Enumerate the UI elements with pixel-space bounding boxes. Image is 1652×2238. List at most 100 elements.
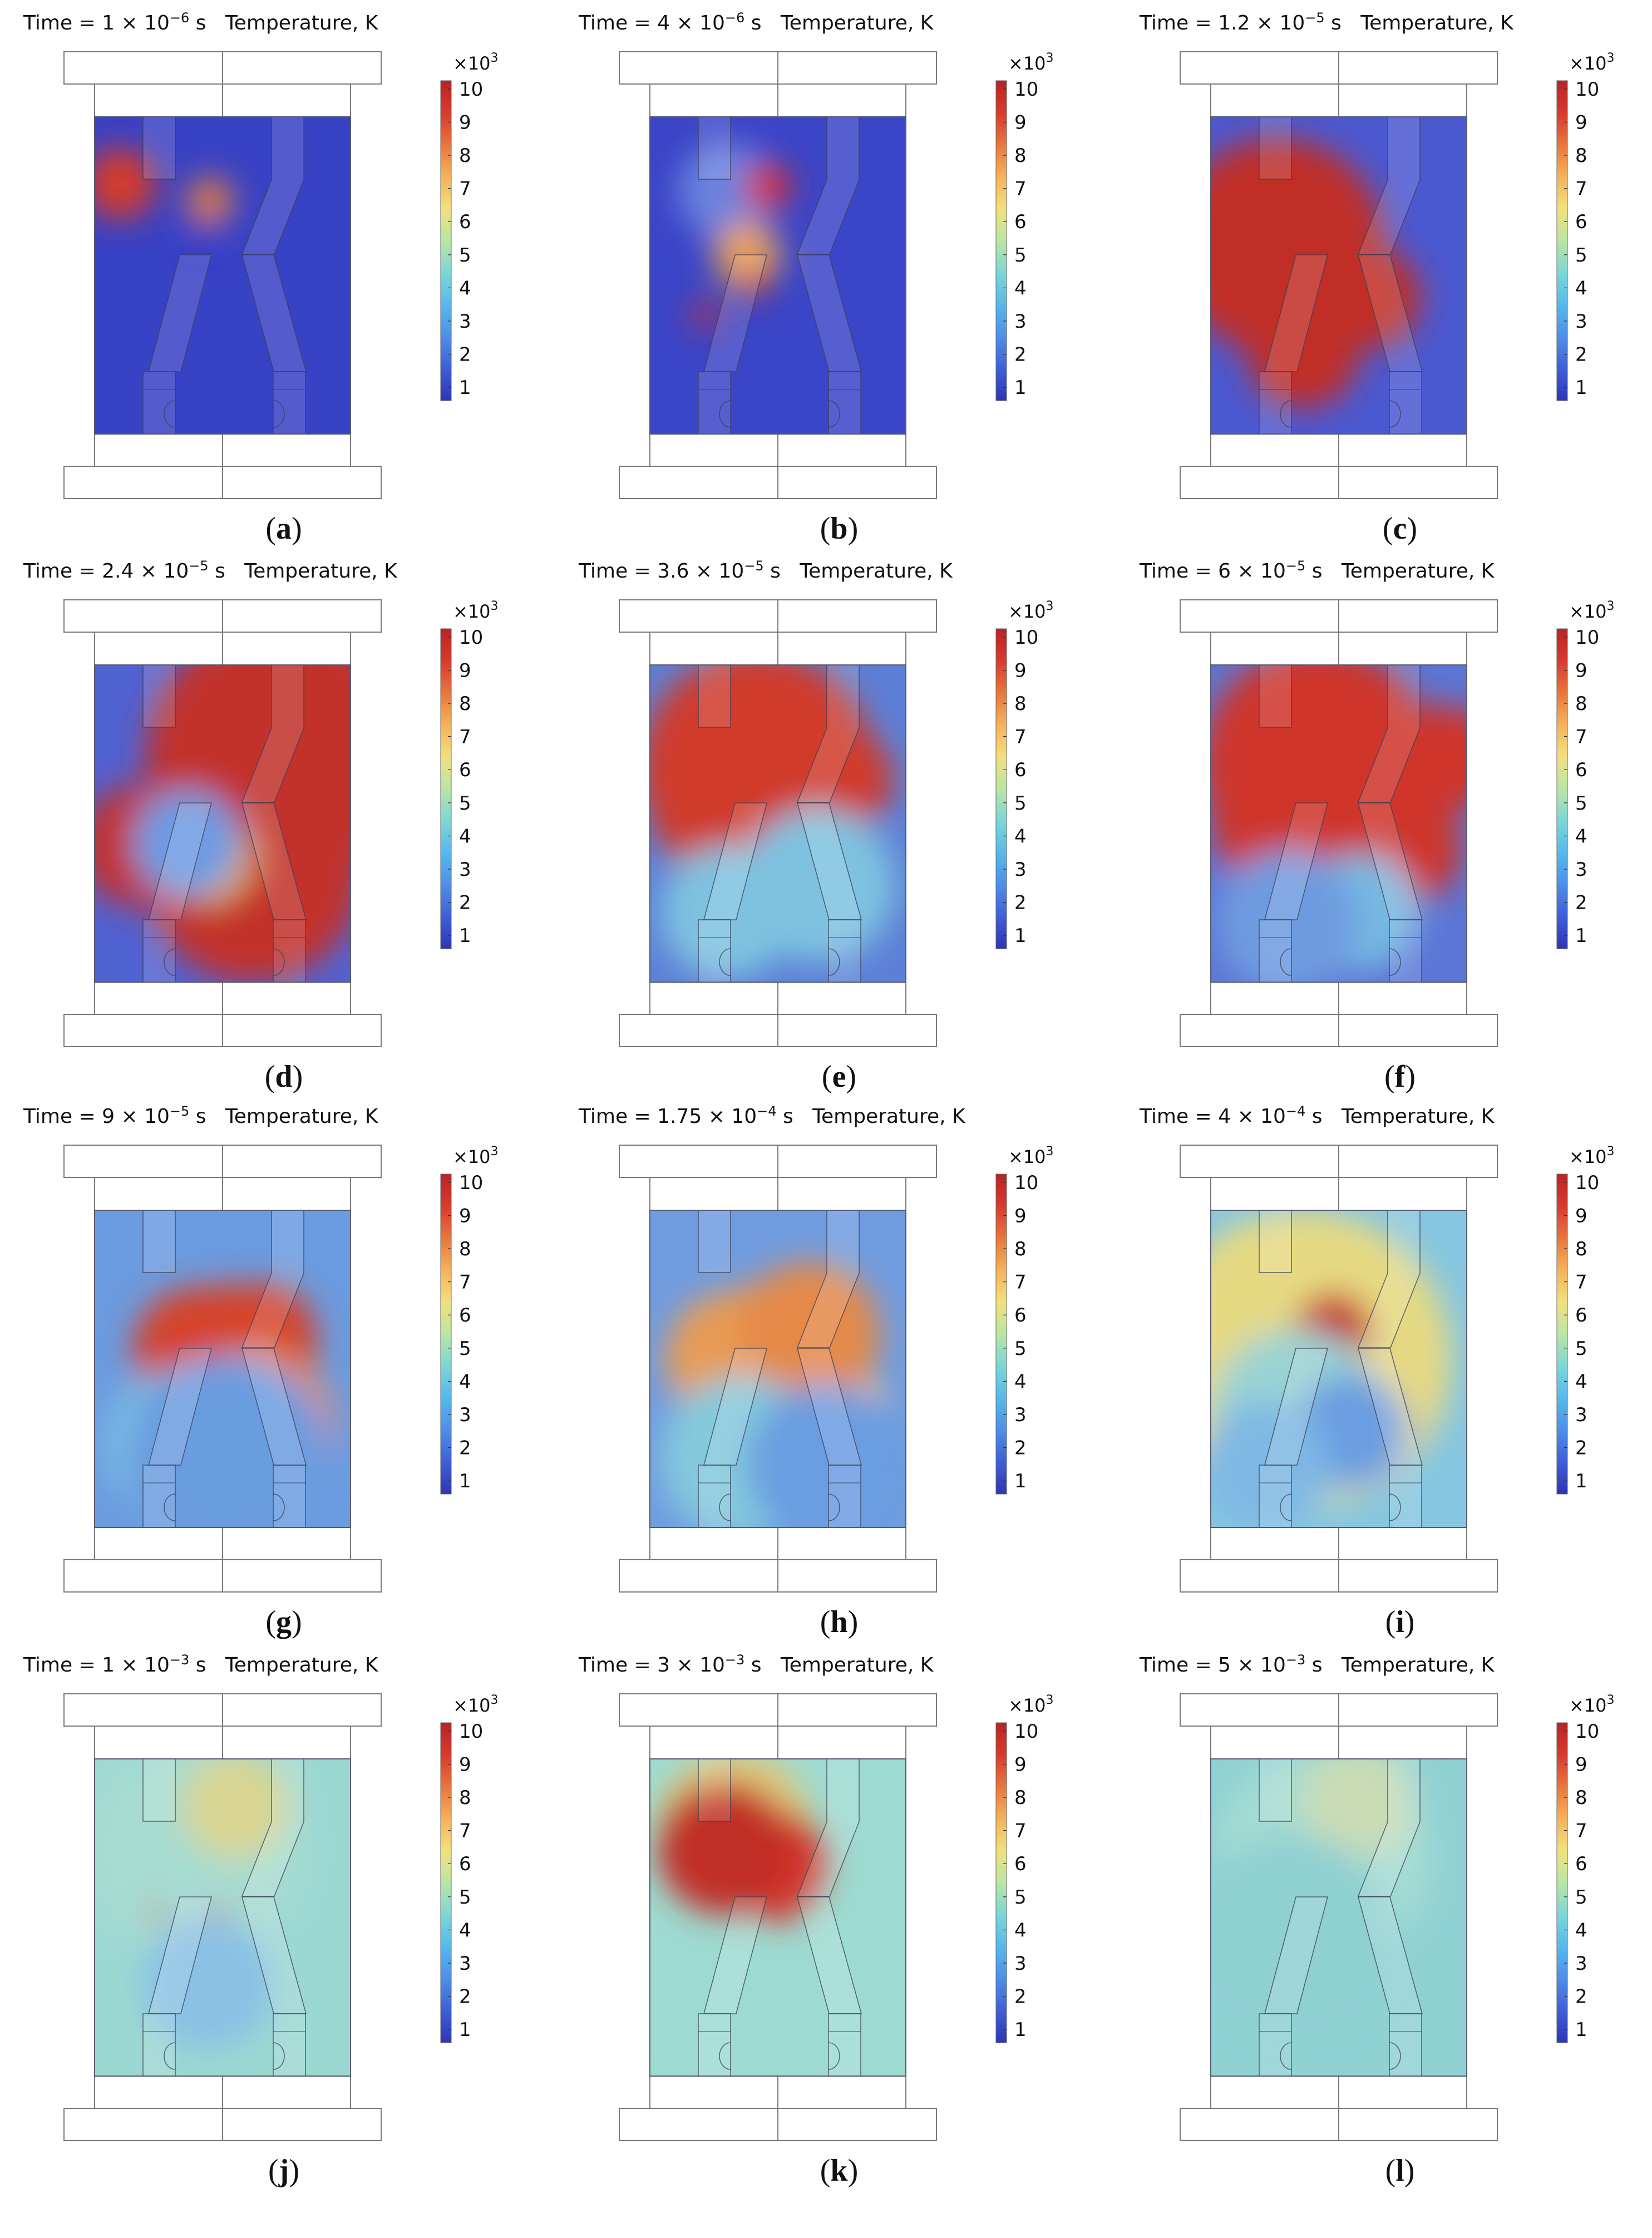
colorbar-tick-label: 1: [1575, 377, 1587, 399]
domain-border: [94, 1758, 351, 2077]
domain-border: [1210, 116, 1467, 435]
colorbar-tick-label: 9: [1014, 111, 1027, 134]
colorbar-tick-label: 9: [459, 1205, 471, 1227]
simulation-plot: ×103 1 2 3 4 5 6 7 8 9 10: [1180, 1145, 1615, 1593]
colorbar-tick-label: 8: [1014, 1787, 1027, 1809]
temperature-plume: [189, 225, 215, 251]
colorbar-tick-label: 10: [459, 1172, 483, 1194]
colorbar-tick-label: 2: [459, 1437, 471, 1460]
colorbar-tick-label: 2: [1575, 1437, 1587, 1460]
simulation-plot: ×103 1 2 3 4 5 6 7 8 9 10: [619, 1693, 1054, 2141]
left-base-block: [698, 371, 731, 435]
colorbar-tick-label: 8: [459, 1787, 471, 1809]
colorbar: [440, 80, 452, 401]
colorbar-tick-label: 10: [1575, 1172, 1599, 1194]
label-letter: c: [1393, 511, 1407, 546]
time-unit: s: [763, 560, 781, 583]
colorbar-tick-label: 9: [1575, 111, 1587, 134]
colorbar-tick-label: 8: [1014, 145, 1027, 167]
colorbar-tick-label: 9: [459, 111, 471, 134]
time-unit: s: [1305, 1654, 1323, 1677]
label-open: (: [820, 511, 831, 546]
colorbar: [995, 1174, 1007, 1495]
label-open: (: [820, 1605, 831, 1639]
colorbar-tick-label: 9: [1014, 1753, 1027, 1776]
panel-title: Time = 6 × 10−5 s Temperature, K: [1140, 558, 1494, 583]
label-close: ): [1404, 2153, 1415, 2188]
colorbar: [1556, 80, 1568, 401]
left-lower-conductor: [703, 1896, 768, 2014]
colorbar-multiplier: ×103: [1569, 1693, 1615, 1716]
right-notch: [828, 948, 840, 976]
colorbar-tick-label: 8: [1014, 693, 1027, 715]
temperature-plume: [148, 1904, 164, 1920]
quantity-label: Temperature, K: [1341, 1654, 1495, 1677]
left-notch: [164, 2042, 176, 2070]
time-mantissa: 9 × 10: [102, 1105, 170, 1128]
left-base-block: [1259, 371, 1292, 435]
colorbar-tick-label: 5: [1575, 244, 1587, 267]
panel-e: Time = 3.6 × 10−5 s Temperature, K ×103 1 2…: [561, 548, 1117, 1096]
panel-title: Time = 3.6 × 10−5 s Temperature, K: [579, 558, 953, 583]
domain-border: [649, 1210, 906, 1528]
colorbar-multiplier: ×103: [1569, 51, 1615, 74]
label-open: (: [268, 2153, 279, 2188]
time-unit: s: [776, 1105, 793, 1128]
label-open: (: [265, 511, 276, 546]
simulation-plot: ×103 1 2 3 4 5 6 7 8 9 10: [1180, 1693, 1615, 2141]
label-close: ): [292, 511, 302, 546]
right-lower-conductor: [1357, 254, 1423, 372]
time-mantissa: 5 × 10: [1218, 1654, 1286, 1677]
label-letter: k: [830, 2153, 848, 2188]
right-base-block: [828, 1465, 861, 1528]
colorbar-multiplier: ×103: [453, 1145, 499, 1167]
temperature-plume: [657, 1781, 791, 1915]
temperature-plume: [1236, 289, 1308, 361]
right-base-block: [828, 919, 861, 983]
colorbar-tick-label: 9: [459, 1753, 471, 1776]
panel-title: Time = 4 × 10−6 s Temperature, K: [579, 10, 933, 34]
label-open: (: [820, 2153, 831, 2188]
left-upper-conductor: [142, 1758, 176, 1822]
colorbar-tick-label: 4: [459, 277, 471, 299]
label-open: (: [1385, 1605, 1396, 1639]
colorbar-tick-label: 2: [459, 1986, 471, 2008]
temperature-plume: [742, 808, 896, 962]
right-notch: [1389, 400, 1401, 428]
panel-j: Time = 1 × 10−3 s Temperature, K ×103 1 2 3 4…: [6, 1642, 562, 2190]
label-open: (: [1382, 511, 1393, 546]
quantity-label: Temperature, K: [1341, 1105, 1495, 1128]
colorbar-tick-label: 5: [459, 792, 471, 815]
time-unit: s: [189, 1105, 206, 1128]
left-notch: [1280, 400, 1292, 428]
right-notch: [1389, 2042, 1401, 2070]
colorbar-tick-label: 7: [1014, 178, 1027, 200]
colorbar-tick-label: 2: [459, 344, 471, 366]
colorbar-multiplier: ×103: [1008, 1693, 1054, 1716]
quantity-label: Temperature, K: [812, 1105, 965, 1128]
colorbar-tick-label: 5: [1014, 244, 1027, 267]
colorbar-multiplier: ×103: [453, 1693, 499, 1716]
colorbar-tick-label: 10: [1014, 1172, 1038, 1194]
panel-title: Time = 9 × 10−5 s Temperature, K: [23, 1103, 378, 1128]
panel-d: Time = 2.4 × 10−5 s Temperature, K ×103 1 2…: [6, 548, 562, 1096]
colorbar: [440, 1174, 452, 1495]
colorbar-tick-label: 6: [1014, 1853, 1027, 1875]
right-notch: [828, 1493, 840, 1521]
temperature-plume: [133, 789, 241, 897]
colorbar-tick-label: 5: [459, 244, 471, 267]
colorbar: [1556, 1722, 1568, 2043]
left-base-block: [1259, 919, 1292, 983]
time-prefix: Time =: [579, 1105, 658, 1128]
time-prefix: Time =: [23, 1105, 102, 1128]
right-base-block: [1389, 1465, 1422, 1528]
left-lower-conductor: [147, 802, 213, 920]
subfigure-label: (j): [6, 2153, 562, 2188]
time-prefix: Time =: [23, 560, 102, 583]
left-lower-conductor: [147, 1896, 213, 2014]
left-notch: [164, 1493, 176, 1521]
left-notch: [719, 2042, 731, 2070]
colorbar-tick-label: 3: [459, 310, 471, 333]
colorbar-tick-label: 1: [459, 1470, 471, 1492]
colorbar-tick-label: 10: [1014, 627, 1038, 649]
